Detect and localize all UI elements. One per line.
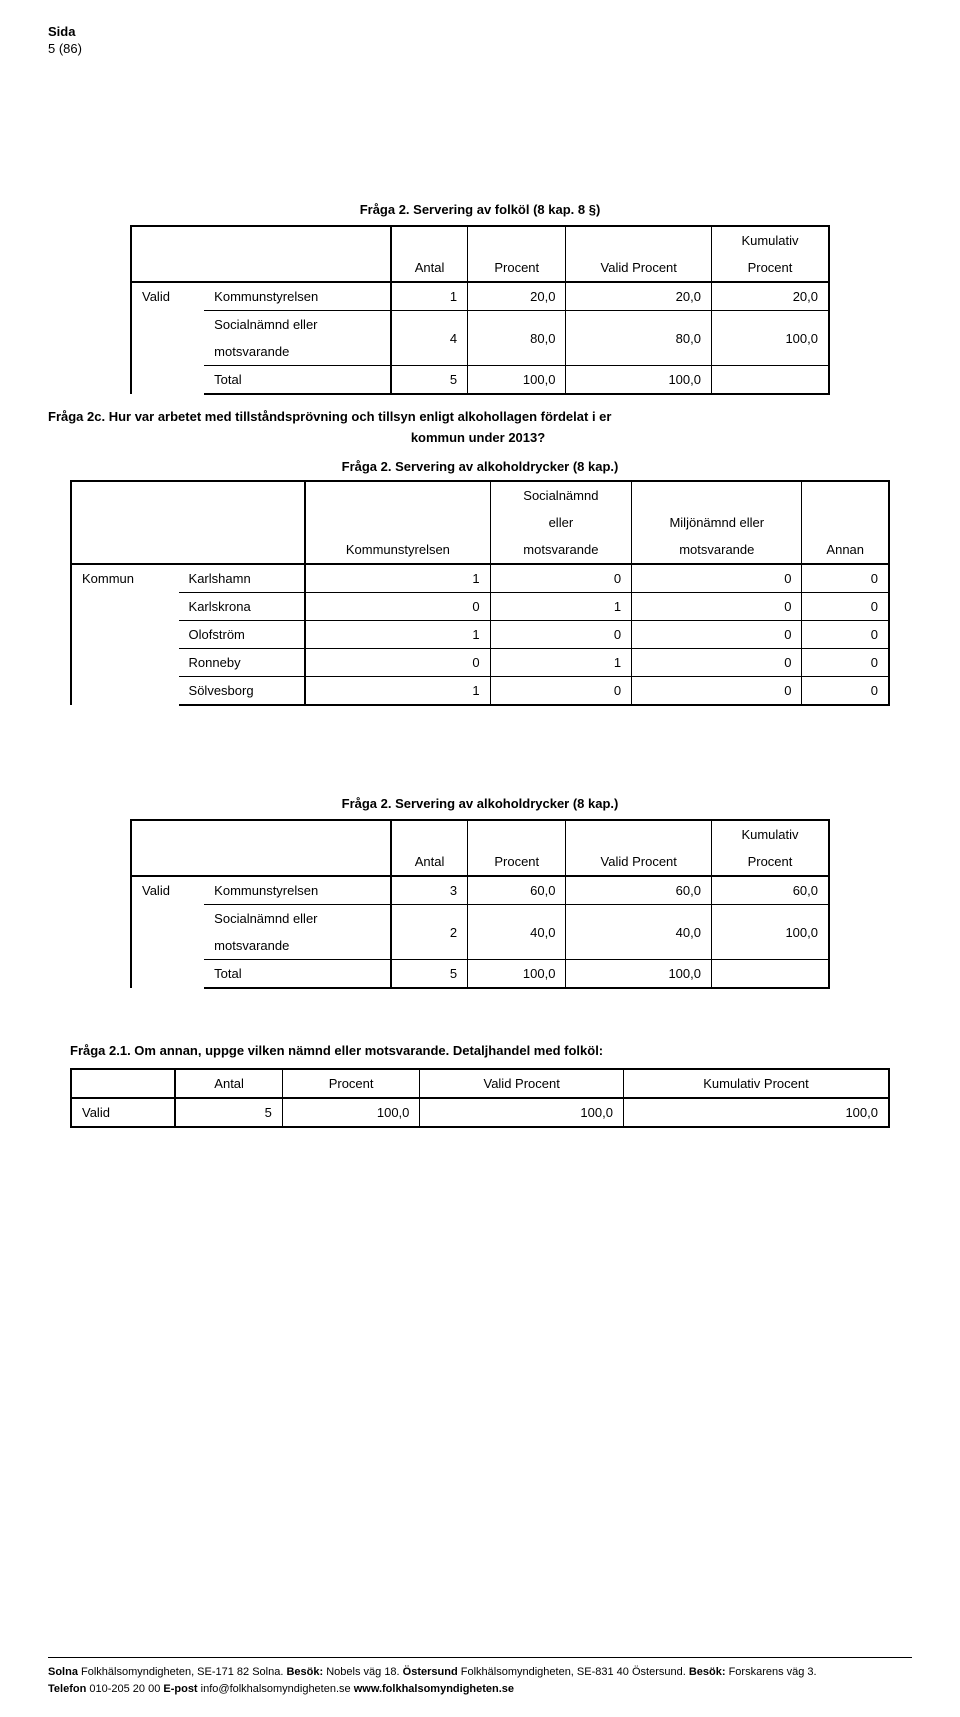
table-folkol: Fråga 2. Servering av folköl (8 kap. 8 §… (130, 196, 830, 395)
col-kumulativ-procent: Procent (711, 848, 829, 876)
cell: 4 (391, 311, 467, 366)
rowhead: Kommun (71, 564, 179, 705)
cell: 0 (802, 593, 889, 621)
row-label: Total (204, 960, 391, 989)
matrix-title: Fråga 2. Servering av alkoholdrycker (8 … (71, 453, 889, 481)
cell: 2 (391, 905, 467, 960)
cell: 0 (802, 621, 889, 649)
col-antal: Antal (391, 848, 467, 876)
cell: 100,0 (468, 366, 566, 395)
col-head: Annan (802, 536, 889, 564)
col-valid-procent: Valid Procent (420, 1069, 624, 1098)
cell: 1 (305, 564, 490, 593)
col-head: motsvarande (490, 536, 632, 564)
row-label: motsvarande (204, 338, 391, 366)
row-label: Valid (71, 1098, 175, 1127)
cell: 80,0 (468, 311, 566, 366)
col-kumulativ: Kumulativ (711, 226, 829, 254)
cell: 5 (175, 1098, 282, 1127)
cell: 100,0 (282, 1098, 420, 1127)
cell: 100,0 (468, 960, 566, 989)
cell: 3 (391, 876, 467, 905)
cell: 5 (391, 366, 467, 395)
cell: 100,0 (566, 366, 712, 395)
cell: 100,0 (420, 1098, 624, 1127)
valid-label: Valid (131, 876, 204, 988)
table-annan: Antal Procent Valid Procent Kumulativ Pr… (70, 1068, 890, 1128)
cell: 0 (802, 677, 889, 706)
table-title: Fråga 2. Servering av alkoholdrycker (8 … (131, 790, 829, 820)
cell: 5 (391, 960, 467, 989)
col-valid-procent: Valid Procent (566, 254, 712, 282)
row-label: motsvarande (204, 932, 391, 960)
cell: 1 (490, 593, 632, 621)
col-kum-procent: Kumulativ Procent (623, 1069, 889, 1098)
kommun-name: Olofström (179, 621, 306, 649)
cell: 20,0 (711, 282, 829, 311)
cell: 20,0 (566, 282, 712, 311)
cell: 100,0 (623, 1098, 889, 1127)
kommun-name: Sölvesborg (179, 677, 306, 706)
cell: 0 (305, 649, 490, 677)
cell: 100,0 (711, 905, 829, 960)
cell: 0 (632, 621, 802, 649)
cell: 100,0 (566, 960, 712, 989)
col-head: Kommunstyrelsen (305, 536, 490, 564)
col-valid-procent: Valid Procent (566, 848, 712, 876)
cell: 60,0 (566, 876, 712, 905)
col-procent: Procent (468, 848, 566, 876)
row-label: Socialnämnd eller (204, 905, 391, 933)
cell: 1 (391, 282, 467, 311)
table-alkoholdrycker: Fråga 2. Servering av alkoholdrycker (8 … (130, 790, 830, 989)
cell: 0 (632, 649, 802, 677)
col-kumulativ: Kumulativ (711, 820, 829, 848)
col-head: Miljönämnd eller (632, 509, 802, 536)
kommun-name: Karlskrona (179, 593, 306, 621)
cell: 0 (632, 593, 802, 621)
question-2c: Fråga 2c. Hur var arbetet med tillstånds… (48, 409, 908, 445)
cell: 0 (802, 649, 889, 677)
cell: 0 (490, 621, 632, 649)
cell: 0 (490, 564, 632, 593)
cell: 0 (632, 677, 802, 706)
col-head: eller (490, 509, 632, 536)
row-label: Kommunstyrelsen (204, 282, 391, 311)
table3-title: Fråga 2.1. Om annan, uppge vilken nämnd … (70, 1043, 890, 1058)
cell: 1 (305, 621, 490, 649)
cell: 0 (305, 593, 490, 621)
sida-label: Sida (48, 24, 912, 39)
col-head: motsvarande (632, 536, 802, 564)
col-procent: Procent (468, 254, 566, 282)
kommun-name: Karlshamn (179, 564, 306, 593)
cell: 0 (802, 564, 889, 593)
col-kumulativ-procent: Procent (711, 254, 829, 282)
cell: 20,0 (468, 282, 566, 311)
row-label: Socialnämnd eller (204, 311, 391, 339)
cell: 1 (305, 677, 490, 706)
valid-label: Valid (131, 282, 204, 394)
col-antal: Antal (391, 254, 467, 282)
cell: 100,0 (711, 311, 829, 366)
page-footer: Solna Folkhälsomyndigheten, SE-171 82 So… (48, 1657, 912, 1697)
table-title: Fråga 2. Servering av folköl (8 kap. 8 §… (131, 196, 829, 226)
col-head: Socialnämnd (490, 481, 632, 509)
cell: 80,0 (566, 311, 712, 366)
col-antal: Antal (175, 1069, 282, 1098)
cell: 0 (490, 677, 632, 706)
cell: 60,0 (468, 876, 566, 905)
col-procent: Procent (282, 1069, 420, 1098)
sida-number: 5 (86) (48, 41, 912, 56)
cell: 1 (490, 649, 632, 677)
cell: 40,0 (566, 905, 712, 960)
table-matrix: Fråga 2. Servering av alkoholdrycker (8 … (70, 453, 890, 706)
cell: 60,0 (711, 876, 829, 905)
row-label: Total (204, 366, 391, 395)
cell: 40,0 (468, 905, 566, 960)
kommun-name: Ronneby (179, 649, 306, 677)
row-label: Kommunstyrelsen (204, 876, 391, 905)
cell: 0 (632, 564, 802, 593)
